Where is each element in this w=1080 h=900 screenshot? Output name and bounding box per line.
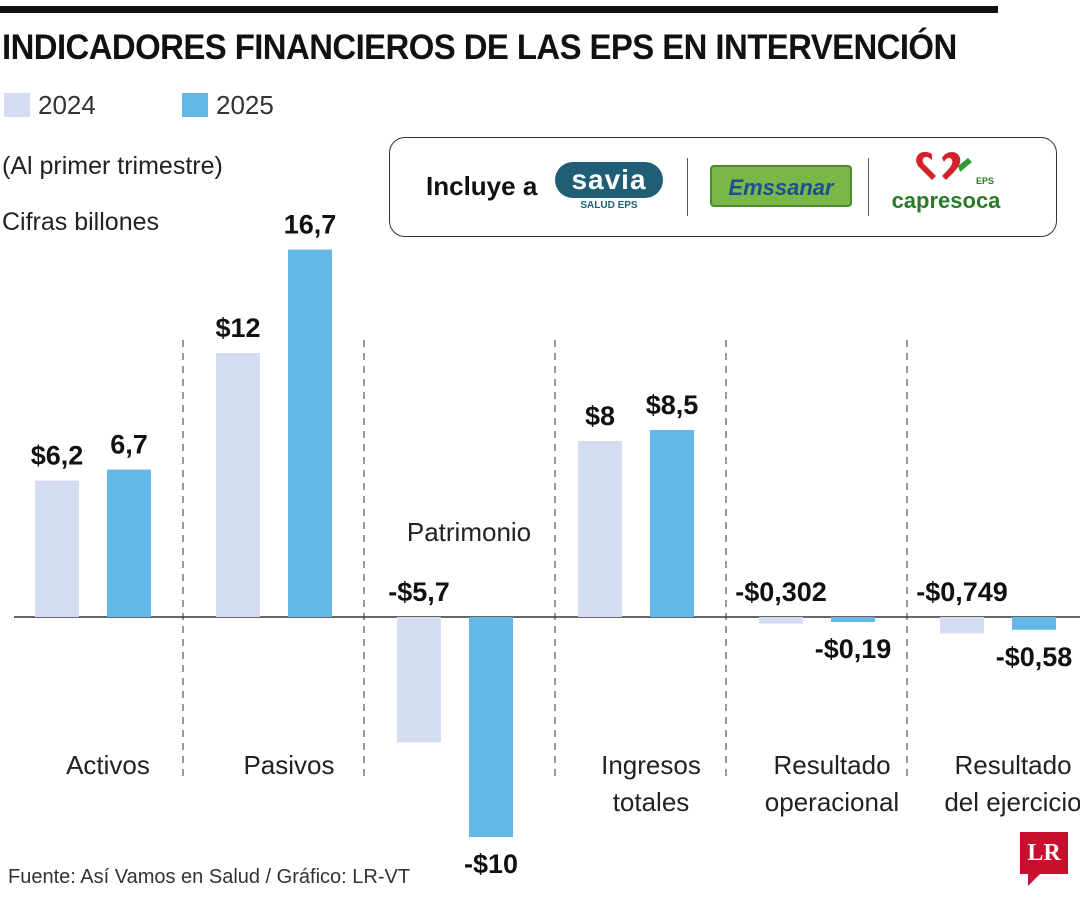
chart-title: INDICADORES FINANCIEROS DE LAS EPS EN IN… bbox=[2, 28, 957, 67]
logo-separator bbox=[687, 158, 688, 216]
category-label: operacional bbox=[765, 787, 899, 817]
legend-swatch-2024 bbox=[4, 93, 30, 117]
capresoca-logo-text: capresoca bbox=[891, 188, 1001, 213]
capresoca-heart-icon bbox=[916, 151, 972, 180]
data-label: $8,5 bbox=[646, 390, 699, 420]
legend-item-2025: 2025 bbox=[182, 90, 274, 120]
category-label: Patrimonio bbox=[407, 517, 531, 547]
data-label: -$10 bbox=[464, 849, 518, 879]
legend-label-2024: 2024 bbox=[38, 89, 96, 120]
bar-2025-0 bbox=[107, 469, 151, 617]
bar-2024-5 bbox=[940, 617, 984, 634]
subtitle-units: Cifras billones bbox=[2, 208, 160, 236]
source-note: Fuente: Así Vamos en Salud / Gráfico: LR… bbox=[8, 866, 411, 888]
bar-2024-4 bbox=[759, 617, 803, 624]
data-label: -$5,7 bbox=[388, 577, 450, 607]
category-label: del ejercicio bbox=[944, 787, 1080, 817]
capresoca-logo-tagline: EPS bbox=[975, 176, 994, 186]
category-label: Activos bbox=[66, 750, 150, 780]
bar-2025-3 bbox=[650, 430, 694, 617]
capresoca-logo: EPS capresoca bbox=[890, 148, 1002, 218]
data-label: -$0,58 bbox=[996, 642, 1073, 672]
legend-swatch-2025 bbox=[182, 93, 208, 117]
data-label: -$0,749 bbox=[916, 577, 1008, 607]
bar-2024-3 bbox=[578, 441, 622, 617]
category-label: Resultado bbox=[954, 750, 1071, 780]
data-label: 16,7 bbox=[284, 210, 337, 240]
data-label: $8 bbox=[585, 401, 615, 431]
data-label: $6,2 bbox=[31, 441, 84, 471]
data-label: -$0,19 bbox=[815, 634, 892, 664]
logo-box: Incluye a savia SALUD EPS Emssanar EPS c… bbox=[389, 137, 1057, 237]
legend-item-2024: 2024 bbox=[4, 90, 96, 120]
savia-logo-tagline: SALUD EPS bbox=[580, 200, 638, 211]
data-label: 6,7 bbox=[110, 430, 148, 460]
data-label: -$0,302 bbox=[735, 577, 827, 607]
data-label: $12 bbox=[215, 313, 260, 343]
top-rule bbox=[0, 6, 998, 13]
logo-box-intro: Incluye a bbox=[426, 171, 538, 201]
category-label: Ingresos bbox=[601, 750, 701, 780]
logo-separator bbox=[868, 158, 869, 216]
emssanar-logo: Emssanar bbox=[710, 165, 852, 207]
category-label: Pasivos bbox=[243, 750, 334, 780]
subtitle-period: (Al primer trimestre) bbox=[2, 152, 223, 180]
bar-2025-5 bbox=[1012, 617, 1056, 630]
savia-logo: savia SALUD EPS bbox=[555, 162, 663, 211]
bar-2024-1 bbox=[216, 353, 260, 617]
category-label: Resultado bbox=[773, 750, 890, 780]
legend-label-2025: 2025 bbox=[216, 89, 274, 120]
bar-2025-2 bbox=[469, 617, 513, 837]
category-label: totales bbox=[613, 787, 690, 817]
bar-2024-0 bbox=[35, 480, 79, 617]
bar-2025-1 bbox=[288, 249, 332, 617]
bar-2025-4 bbox=[831, 617, 875, 622]
savia-logo-text: savia bbox=[555, 162, 663, 198]
bar-2024-2 bbox=[397, 617, 441, 743]
lr-logo: LR bbox=[1020, 832, 1068, 886]
